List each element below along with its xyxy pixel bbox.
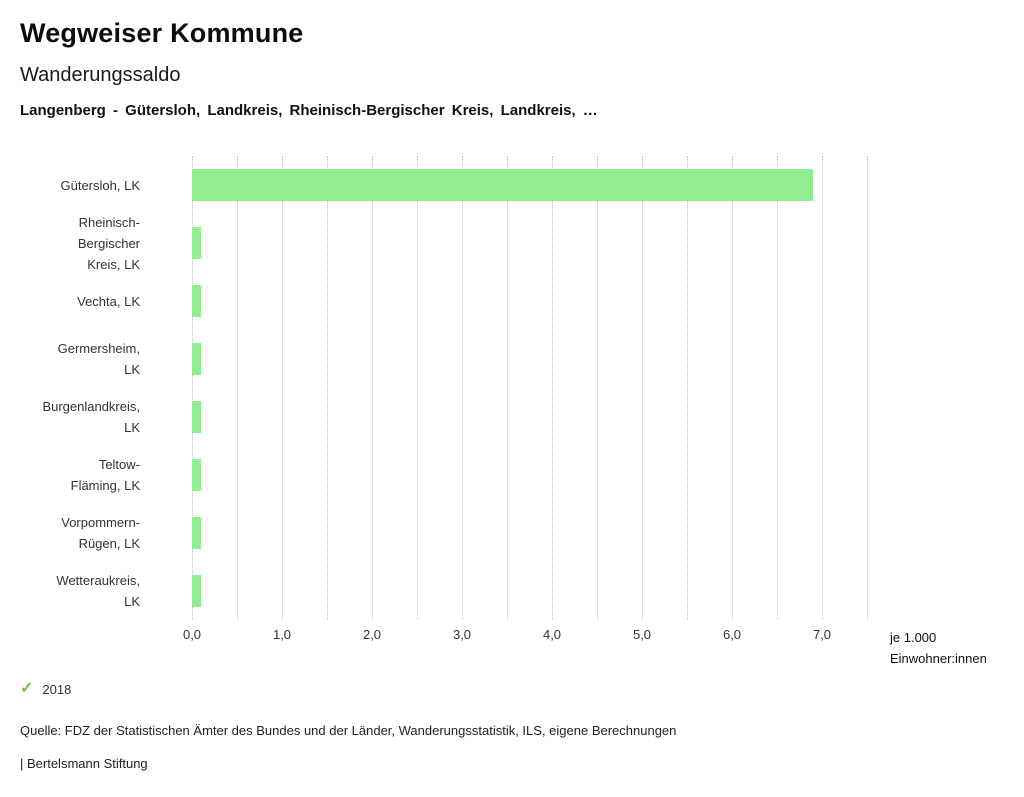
x-axis-tick: 3,0 [452,627,472,642]
chart-title: Wanderungssaldo [20,64,181,86]
gridline [732,156,733,620]
legend-label: 2018 [42,681,72,697]
gridline [327,156,328,620]
x-axis: je 1.000 Einwohner:innen 0,0 1,0 2,0 3,0 4,0… [20,627,1004,666]
chart-plot-area: Gütersloh, LK Rheinisch- Bergischer Kreis… [20,156,1004,620]
gridline [282,156,283,620]
x-axis-tick: 7,0 [812,627,832,642]
gridline [822,156,823,620]
chart-row: Burgenlandkreis, LK [20,388,1004,446]
x-axis-tick: 6,0 [722,627,742,642]
page-title: Wegweiser Kommune [20,18,304,48]
chart-row: Vechta, LK [20,272,1004,330]
row-plot [192,562,1004,620]
gridline [507,156,508,620]
chart-rows: Gütersloh, LK Rheinisch- Bergischer Kreis… [20,156,1004,620]
chart-row: Teltow- Fläming, LK [20,446,1004,504]
row-plot [192,214,1004,272]
category-label: Vorpommern- Rügen, LK [61,515,140,551]
chart-bar[interactable] [192,575,201,607]
legend-item-2018[interactable]: ✓ 2018 [20,681,71,697]
branding-text: | Bertelsmann Stiftung [20,756,148,771]
legend-check-icon: ✓ [20,680,34,697]
x-axis-tick: 4,0 [542,627,562,642]
category-label: Gütersloh, LK [60,177,141,193]
gridline [777,156,778,620]
bar-chart: Gütersloh, LK Rheinisch- Bergischer Kreis… [20,156,1004,666]
chart-bar[interactable] [192,343,201,375]
chart-bar[interactable] [192,169,813,201]
chart-bar[interactable] [192,517,201,549]
chart-bar[interactable] [192,285,201,317]
chart-row: Rheinisch- Bergischer Kreis, LK [20,214,1004,272]
row-plot [192,388,1004,446]
row-plot [192,330,1004,388]
category-label: Vechta, LK [77,293,140,309]
x-axis-tick: 1,0 [272,627,292,642]
gridline [642,156,643,620]
chart-row: Vorpommern- Rügen, LK [20,504,1004,562]
row-plot [192,446,1004,504]
category-label: Rheinisch- Bergischer Kreis, LK [77,214,140,272]
chart-bar[interactable] [192,227,201,259]
x-axis-tick: 0,0 [182,627,202,642]
chart-row: Germersheim, LK [20,330,1004,388]
gridline [687,156,688,620]
x-axis-tick: 5,0 [632,627,652,642]
x-axis-unit-label: je 1.000 Einwohner:innen [890,630,987,666]
gridline [597,156,598,620]
category-label: Wetteraukreis, LK [56,573,140,609]
gridline [867,156,868,620]
chart-subtitle: Langenberg - Gütersloh, Landkreis, Rhein… [20,102,598,119]
category-label: Burgenlandkreis, LK [42,399,140,435]
gridline [462,156,463,620]
gridline [237,156,238,620]
chart-bar[interactable] [192,401,201,433]
gridline-layer [192,156,868,620]
gridline [192,156,193,620]
row-plot [192,504,1004,562]
chart-bar[interactable] [192,459,201,491]
x-axis-tick: 2,0 [362,627,382,642]
source-text: Quelle: FDZ der Statistischen Ämter des … [20,723,677,738]
row-plot [192,156,1004,214]
row-plot [192,272,1004,330]
category-label: Germersheim, LK [57,341,140,377]
chart-row: Wetteraukreis, LK [20,562,1004,620]
chart-row: Gütersloh, LK [20,156,1004,214]
gridline [552,156,553,620]
gridline [372,156,373,620]
category-label: Teltow- Fläming, LK [70,457,140,493]
page: Wegweiser Kommune Wanderungssaldo Langen… [20,18,1004,771]
gridline [417,156,418,620]
